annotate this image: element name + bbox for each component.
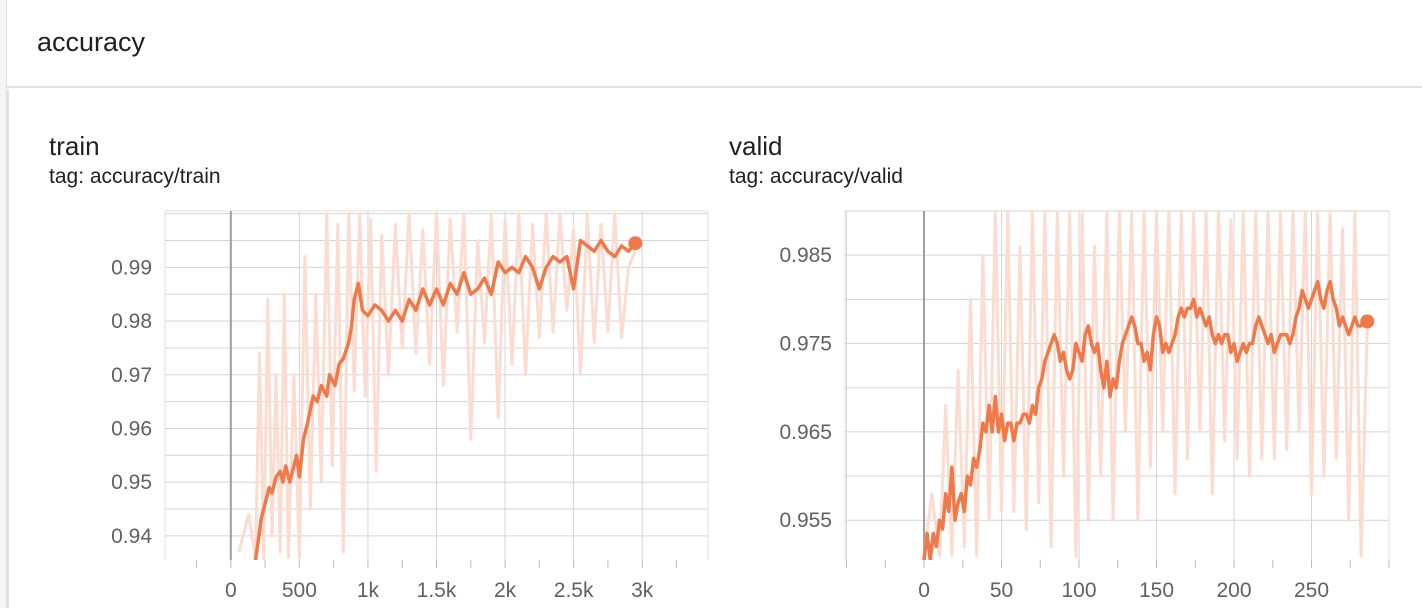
train-smoothed-series-line[interactable] xyxy=(253,238,638,561)
valid-y-tick-label: 0.975 xyxy=(779,333,832,356)
train-x-tick-label: 2k xyxy=(494,579,517,602)
train-card-tag: tag: accuracy/train xyxy=(49,165,221,188)
train-x-tick-label: 1.5k xyxy=(417,579,457,602)
valid-card-tag: tag: accuracy/valid xyxy=(729,165,903,188)
train-y-tick-label: 0.96 xyxy=(111,417,152,440)
train-x-tick-label: 2.5k xyxy=(554,579,594,602)
train-x-tick-label: 500 xyxy=(282,579,317,602)
valid-x-tick-label: 50 xyxy=(990,579,1013,602)
valid-x-tick-label: 100 xyxy=(1062,579,1097,602)
train-y-tick-label: 0.98 xyxy=(111,310,152,333)
valid-x-tick-label: 150 xyxy=(1139,579,1174,602)
section-body-divider xyxy=(7,90,9,608)
train-card-title: train xyxy=(49,131,100,161)
valid-x-tick-label: 0 xyxy=(918,579,930,602)
valid-chart[interactable]: 0.955 0.965 0.975 0.985 0 50 100 150 200 250 xyxy=(779,210,1390,602)
train-series-group xyxy=(237,212,638,561)
valid-series-group xyxy=(922,211,1370,560)
train-y-tick-label: 0.94 xyxy=(111,525,152,548)
valid-last-point-marker[interactable] xyxy=(1360,314,1375,329)
charts-canvas[interactable]: 0.940.950.960.970.980.990 500 1k 1.5k 2k 2.5k… xyxy=(7,0,1422,608)
train-raw-series-line xyxy=(237,212,637,560)
valid-y-tick-label: 0.955 xyxy=(779,509,832,532)
valid-raw-series-line xyxy=(922,211,1369,558)
valid-card-title: valid xyxy=(729,131,783,161)
train-y-tick-label: 0.99 xyxy=(111,256,152,279)
valid-smoothed-series-line[interactable] xyxy=(922,279,1370,560)
train-x-tick-label: 1k xyxy=(357,579,380,602)
section-title[interactable]: accuracy xyxy=(37,27,146,57)
train-last-point-marker[interactable] xyxy=(628,236,643,251)
train-x-tick-label: 3k xyxy=(631,579,654,602)
section-header[interactable]: accuracy xyxy=(7,0,1422,88)
valid-y-tick-label: 0.965 xyxy=(779,421,832,444)
train-y-tick-label: 0.97 xyxy=(111,364,152,387)
valid-y-tick-label: 0.985 xyxy=(779,244,832,267)
train-x-tick-label: 0 xyxy=(225,579,237,602)
train-chart[interactable]: 0.94 0.95 0.96 0.97 0.98 0.99 0 500 1k 1.5k 2k 2.5k… xyxy=(111,210,709,602)
tensorboard-scalars-page: accuracy train tag: accuracy/train valid… xyxy=(6,0,1422,608)
valid-x-tick-label: 250 xyxy=(1294,579,1329,602)
train-y-tick-label: 0.95 xyxy=(111,471,152,494)
valid-x-tick-label: 200 xyxy=(1216,579,1251,602)
